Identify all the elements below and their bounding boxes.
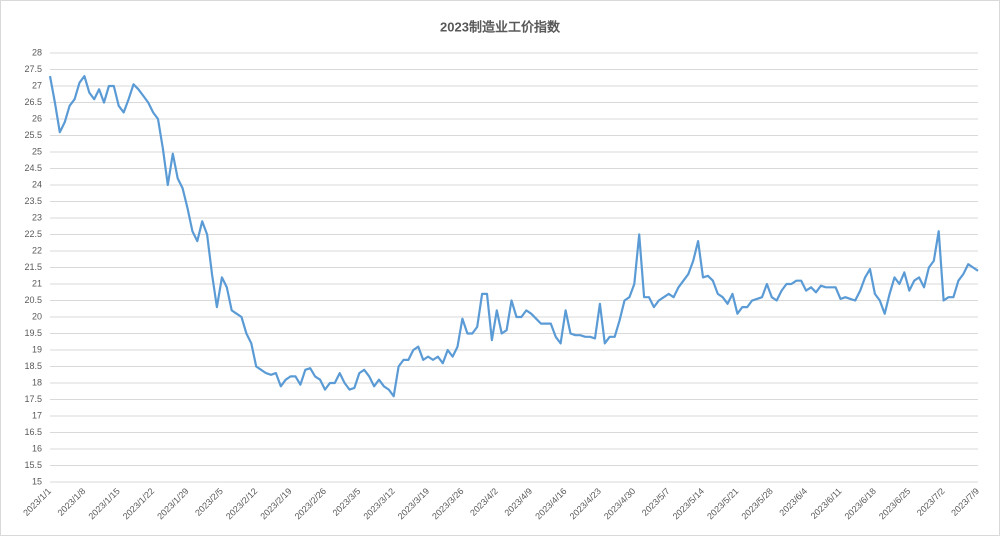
y-tick-label: 18	[32, 377, 42, 387]
line-series	[48, 75, 979, 398]
y-tick-label: 16.5	[24, 427, 42, 437]
y-tick-label: 19	[32, 344, 42, 354]
y-tick-label: 17	[32, 410, 42, 420]
y-tick-label: 20	[32, 311, 42, 321]
y-tick-label: 19.5	[24, 328, 42, 338]
y-tick-label: 20.5	[24, 295, 42, 305]
y-tick-label: 24	[32, 179, 42, 189]
y-tick-label: 16	[32, 443, 42, 453]
y-tick-label: 27	[32, 80, 42, 90]
y-tick-label: 23	[32, 212, 42, 222]
y-tick-label: 15.5	[24, 460, 42, 470]
y-tick-label: 27.5	[24, 64, 42, 74]
y-tick-label: 24.5	[24, 163, 42, 173]
y-tick-label: 26.5	[24, 97, 42, 107]
y-tick-label: 15	[32, 476, 42, 486]
y-tick-label: 26	[32, 113, 42, 123]
y-tick-label: 28	[32, 47, 42, 57]
y-tick-label: 22.5	[24, 229, 42, 239]
y-tick-label: 23.5	[24, 196, 42, 206]
y-tick-label: 22	[32, 245, 42, 255]
y-tick-label: 17.5	[24, 394, 42, 404]
y-tick-label: 21.5	[24, 262, 42, 272]
y-tick-label: 18.5	[24, 361, 42, 371]
chart-title: 2023制造业工价指数	[440, 19, 561, 34]
y-tick-label: 25	[32, 146, 42, 156]
y-tick-label: 25.5	[24, 130, 42, 140]
y-tick-label: 21	[32, 278, 42, 288]
